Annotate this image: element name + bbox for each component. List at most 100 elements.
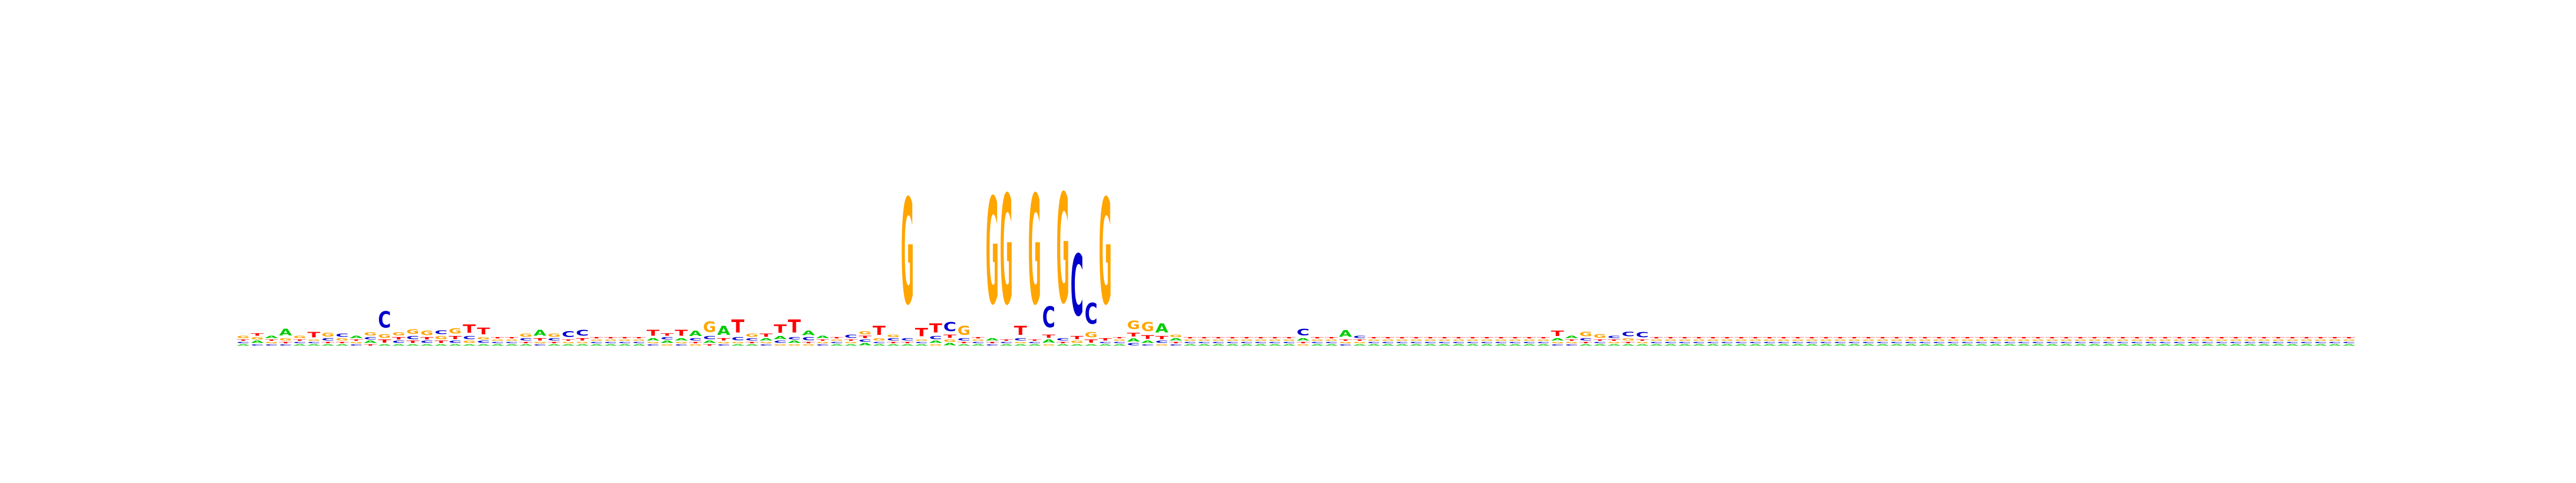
- logo-letter-G-pos-97: G: [1593, 333, 1606, 339]
- logo-letter-C-pos-75: C: [1283, 341, 1296, 344]
- logo-letter-C-pos-54: C: [986, 343, 999, 346]
- logo-letter-C-pos-23: C: [547, 338, 560, 341]
- logo-letter-C-pos-81: C: [1367, 341, 1380, 344]
- logo-letter-G-pos-72: G: [1240, 339, 1253, 341]
- logo-letter-G-pos-117: G: [1876, 339, 1889, 341]
- logo-letter-C-pos-27: C: [604, 341, 617, 344]
- logo-letter-C-pos-80: C: [1353, 335, 1366, 339]
- logo-letter-G-pos-122: G: [1946, 339, 1959, 341]
- logo-letter-G-pos-140: G: [2201, 339, 2214, 341]
- logo-letter-G-pos-104: G: [1692, 339, 1705, 341]
- logo-letter-C-pos-57: C: [1028, 341, 1041, 344]
- logo-letter-A-pos-141: A: [2215, 344, 2229, 346]
- logo-letter-C-pos-101: C: [1650, 341, 1663, 344]
- logo-letter-G-pos-115: G: [1848, 339, 1861, 341]
- logo-letter-G-pos-4: G: [279, 338, 292, 342]
- logo-letter-A-pos-150: A: [2343, 344, 2356, 346]
- logo-letter-T-pos-132: T: [2088, 336, 2102, 339]
- logo-letter-G-pos-76: G: [1297, 343, 1309, 346]
- logo-letter-T-pos-34: T: [703, 344, 716, 346]
- logo-letter-G-pos-37: G: [745, 333, 758, 338]
- logo-letter-A-pos-30: A: [647, 338, 660, 342]
- logo-letter-G-pos-147: G: [2300, 339, 2313, 341]
- logo-letter-A-pos-61: A: [1085, 344, 1098, 346]
- logo-letter-G-pos-92: G: [1523, 339, 1535, 341]
- logo-letter-T-pos-81: T: [1367, 336, 1381, 339]
- logo-letter-C-pos-63: C: [1113, 341, 1126, 344]
- logo-letter-G-pos-141: G: [2215, 339, 2228, 341]
- logo-letter-G-pos-150: G: [2343, 339, 2355, 341]
- logo-letter-A-pos-147: A: [2300, 344, 2314, 346]
- logo-letter-C-pos-55: C: [1000, 341, 1013, 344]
- logo-letter-C-pos-135: C: [2131, 341, 2143, 344]
- logo-letter-G-pos-88: G: [1466, 339, 1479, 341]
- logo-letter-C-pos-142: C: [2229, 341, 2242, 344]
- logo-letter-G-pos-49: G: [915, 339, 928, 341]
- logo-letter-A-pos-45: A: [859, 343, 872, 347]
- logo-letter-G-pos-34: G: [703, 319, 716, 335]
- logo-letter-A-pos-26: A: [590, 344, 603, 346]
- logo-letter-G-pos-18: G: [477, 336, 490, 340]
- logo-letter-T-pos-44: T: [844, 339, 858, 341]
- logo-letter-T-pos-97: T: [1593, 339, 1607, 341]
- logo-letter-C-pos-138: C: [2173, 341, 2186, 344]
- logo-letter-C-pos-125: C: [1989, 341, 2002, 344]
- logo-letter-C-pos-115: C: [1848, 341, 1861, 344]
- logo-letter-C-pos-127: C: [2017, 341, 2030, 344]
- logo-letter-C-pos-79: C: [1339, 343, 1352, 346]
- logo-letter-T-pos-126: T: [2003, 336, 2017, 339]
- logo-letter-G-pos-82: G: [1381, 339, 1394, 341]
- logo-letter-A-pos-72: A: [1240, 344, 1254, 346]
- logo-letter-T-pos-55: T: [1000, 339, 1013, 341]
- logo-letter-C-pos-37: C: [745, 338, 758, 341]
- logo-letter-T-pos-150: T: [2343, 336, 2356, 339]
- logo-letter-C-pos-122: C: [1946, 341, 1959, 344]
- logo-letter-T-pos-127: T: [2017, 336, 2031, 339]
- logo-letter-T-pos-133: T: [2102, 336, 2116, 339]
- logo-letter-A-pos-43: A: [830, 344, 844, 346]
- logo-letter-T-pos-129: T: [2046, 336, 2059, 339]
- logo-letter-T-pos-76: T: [1297, 341, 1310, 343]
- logo-letter-T-pos-109: T: [1763, 336, 1776, 339]
- logo-letter-A-pos-130: A: [2060, 344, 2073, 346]
- logo-letter-G-pos-54: G: [986, 167, 999, 337]
- logo-letter-T-pos-78: T: [1325, 336, 1338, 339]
- logo-letter-A-pos-142: A: [2229, 344, 2243, 346]
- logo-letter-A-pos-58: A: [1042, 339, 1056, 344]
- logo-letter-T-pos-11: T: [378, 339, 391, 344]
- logo-letter-C-pos-56: C: [1014, 338, 1027, 341]
- logo-letter-A-pos-140: A: [2201, 344, 2214, 346]
- logo-letter-A-pos-15: A: [435, 344, 448, 346]
- logo-letter-C-pos-67: C: [1169, 343, 1182, 346]
- logo-letter-C-pos-30: C: [647, 343, 660, 346]
- logo-letter-A-pos-100: A: [1636, 344, 1649, 346]
- logo-letter-G-pos-145: G: [2272, 339, 2285, 341]
- logo-letter-A-pos-76: A: [1297, 338, 1310, 342]
- logo-letter-G-pos-77: G: [1311, 339, 1323, 341]
- logo-letter-G-pos-61: G: [1085, 331, 1097, 339]
- logo-letter-A-pos-113: A: [1819, 344, 1833, 346]
- logo-letter-A-pos-149: A: [2328, 344, 2341, 346]
- logo-letter-G-pos-9: G: [350, 341, 363, 344]
- logo-letter-A-pos-5: A: [293, 344, 306, 346]
- logo-letter-C-pos-48: C: [901, 338, 914, 341]
- logo-letter-T-pos-40: T: [788, 317, 801, 337]
- logo-letter-C-pos-146: C: [2286, 341, 2299, 344]
- logo-letter-A-pos-125: A: [1989, 344, 2002, 346]
- logo-letter-G-pos-19: G: [491, 339, 504, 341]
- logo-letter-T-pos-27: T: [604, 336, 618, 339]
- logo-letter-A-pos-99: A: [1622, 344, 1635, 346]
- logo-letter-G-pos-29: G: [632, 339, 645, 341]
- logo-letter-C-pos-85: C: [1424, 341, 1437, 344]
- logo-letter-C-pos-119: C: [1904, 341, 1917, 344]
- logo-letter-G-pos-114: G: [1834, 339, 1847, 341]
- logo-letter-G-pos-139: G: [2187, 339, 2200, 341]
- logo-letter-A-pos-121: A: [1933, 344, 1946, 346]
- logo-letter-T-pos-8: T: [335, 341, 349, 343]
- logo-letter-T-pos-122: T: [1946, 336, 1960, 339]
- logo-letter-A-pos-59: A: [1056, 344, 1070, 346]
- logo-letter-C-pos-89: C: [1480, 341, 1493, 344]
- logo-letter-C-pos-126: C: [2003, 341, 2016, 344]
